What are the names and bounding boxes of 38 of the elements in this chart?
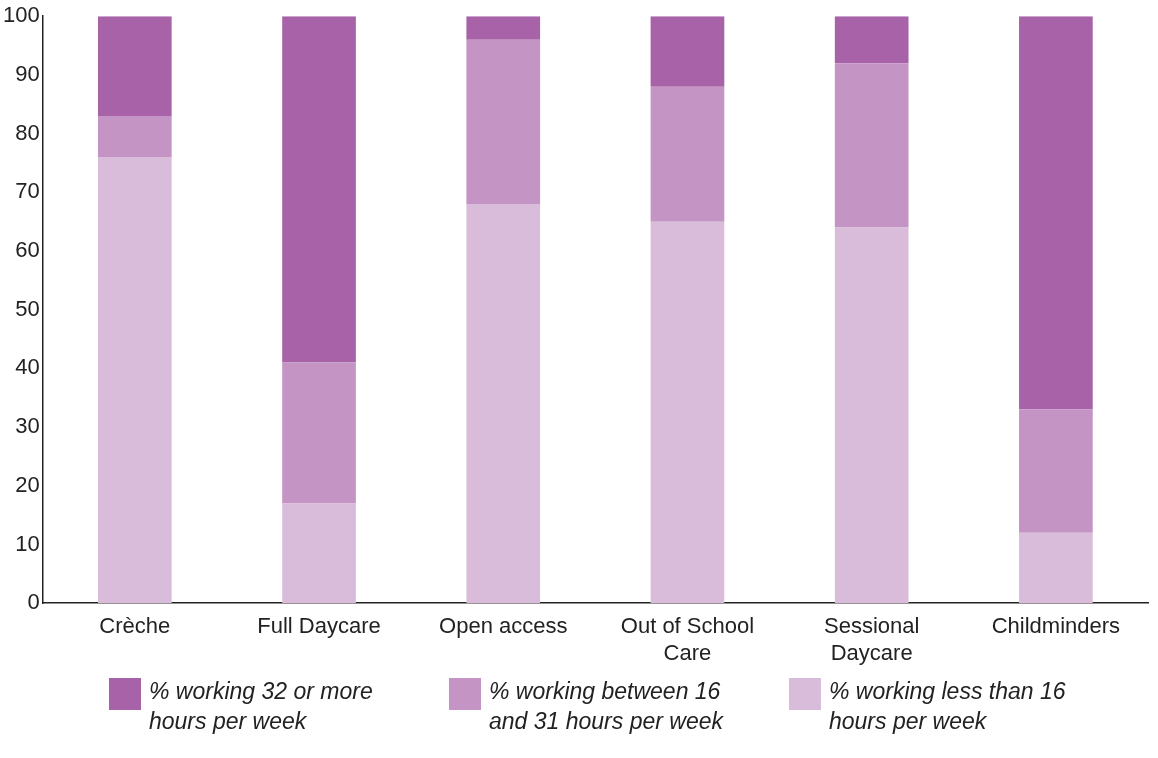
bar [1019,409,1093,533]
bar [834,63,909,228]
bar [282,503,356,604]
bar [97,16,172,116]
bar [650,86,725,222]
x-tick-label: Sessional Daycare [823,613,920,665]
y-tick-label: 0 [27,589,40,615]
y-tick-label: 40 [15,354,40,380]
bar [650,16,725,87]
bar [282,16,356,363]
y-tick-label: 50 [15,295,40,321]
bar [650,221,725,604]
bar [282,362,356,504]
bar [466,16,541,40]
y-tick-label: 10 [15,530,40,556]
bar [97,157,172,604]
bar [1019,532,1093,604]
bar [466,204,541,604]
x-tick-label: Open access [439,613,568,639]
y-tick-label: 100 [2,2,40,28]
bar [466,39,541,205]
legend-label: % working less than 16 hours per week [829,677,1067,736]
y-tick-label: 30 [15,413,40,439]
x-tick-label: Full Daycare [257,613,381,639]
legend-label: % working 32 or more hours per week [149,677,374,736]
y-tick-label: 90 [15,60,40,86]
y-tick-label: 80 [15,119,40,145]
bar [834,16,909,64]
x-tick-label: Childminders [991,613,1121,639]
x-tick-label: Out of School Care [620,613,755,665]
y-tick-label: 70 [15,178,40,204]
bar [97,115,172,158]
y-tick-label: 20 [15,471,40,497]
bar [834,227,909,604]
bar [1019,16,1093,410]
legend-label: % working between 16 and 31 hours per week [489,677,725,736]
x-tick-label: Crèche [99,613,171,639]
y-tick-label: 60 [15,237,40,263]
